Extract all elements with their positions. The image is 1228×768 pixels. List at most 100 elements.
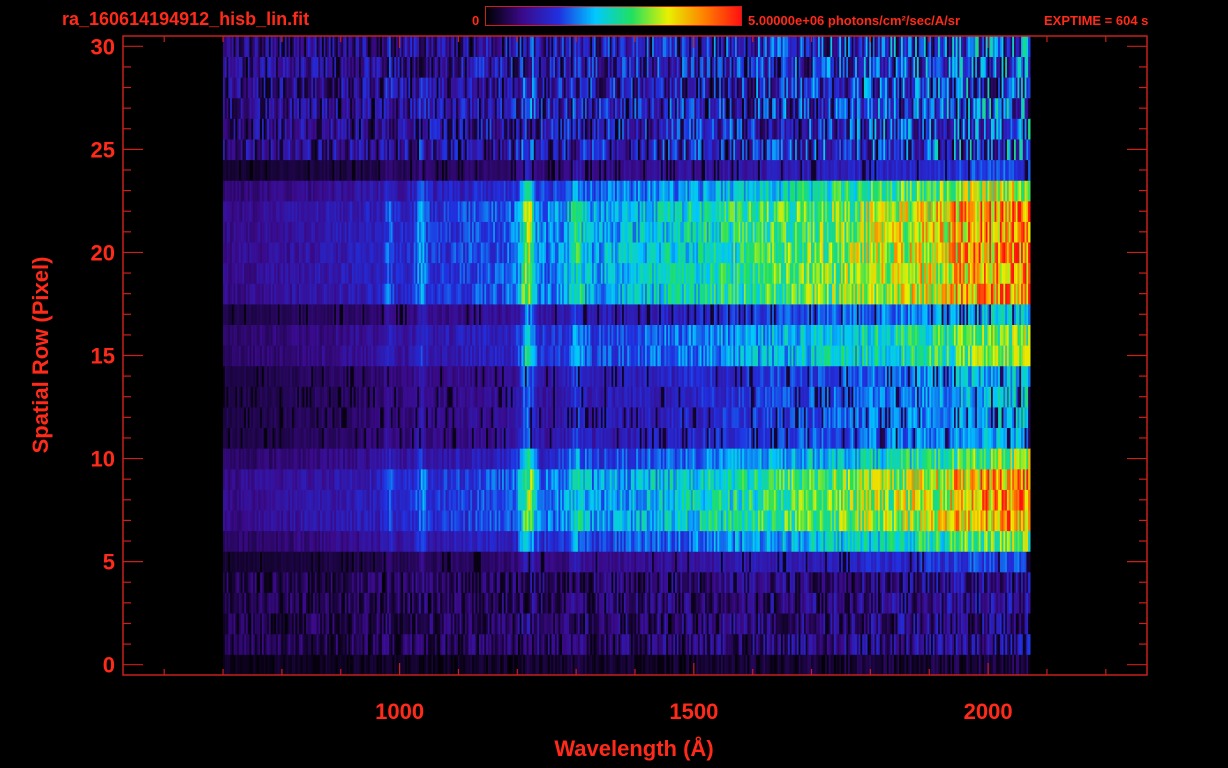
heatmap-cell [927, 633, 930, 655]
heatmap-cell [353, 654, 357, 676]
heatmap-cell [750, 654, 754, 676]
heatmap-cell [544, 571, 547, 593]
heatmap-cell [653, 592, 657, 614]
heatmap-cell [486, 633, 489, 655]
heatmap-cell [276, 571, 279, 593]
heatmap-cell [334, 571, 337, 593]
heatmap-cell [846, 633, 849, 655]
heatmap-cell [913, 613, 916, 635]
heatmap-cell [950, 654, 953, 676]
heatmap-cell [807, 613, 810, 635]
heatmap-cell [258, 654, 261, 676]
heatmap-cell [669, 592, 673, 614]
heatmap-cell [521, 633, 524, 655]
heatmap-cell [758, 654, 761, 676]
heatmap-cell [353, 592, 357, 614]
heatmap-cell [703, 592, 706, 614]
heatmap-cell [855, 613, 858, 635]
heatmap-cell [973, 613, 976, 635]
heatmap-cell [881, 654, 884, 676]
heatmap-cell [470, 654, 473, 676]
heatmap-cell [687, 633, 690, 655]
heatmap-cell [952, 654, 955, 676]
heatmap-cell [768, 654, 771, 676]
heatmap-cell [438, 654, 441, 676]
heatmap-cell [893, 633, 897, 655]
heatmap-cell [929, 633, 932, 655]
heatmap-cell [500, 613, 503, 635]
heatmap-cell [475, 571, 478, 593]
heatmap-cell [856, 633, 860, 655]
heatmap-cell [533, 613, 537, 635]
heatmap-cell [498, 613, 501, 635]
heatmap-cell [346, 654, 349, 676]
heatmap-cell [793, 654, 796, 676]
heatmap-cell [616, 571, 620, 593]
heatmap-cell [359, 654, 362, 676]
heatmap-cell [904, 654, 907, 676]
heatmap-cell [546, 592, 549, 614]
heatmap-cell [888, 654, 891, 676]
heatmap-cell [565, 571, 568, 593]
heatmap-cell [489, 633, 492, 655]
heatmap-cell [908, 633, 911, 655]
heatmap-cell [576, 592, 579, 614]
heatmap-cell [662, 571, 666, 593]
heatmap-cell [664, 613, 667, 635]
heatmap-cell [267, 613, 270, 635]
heatmap-cell [389, 613, 392, 635]
heatmap-cell [509, 613, 512, 635]
heatmap-cell [459, 571, 462, 593]
heatmap-cell [297, 613, 300, 635]
heatmap-cell [609, 613, 613, 635]
heatmap-cell [812, 613, 816, 635]
heatmap-cell [244, 571, 247, 593]
heatmap-cell [412, 592, 415, 614]
heatmap-cell [1028, 613, 1031, 635]
heatmap-cell [798, 613, 801, 635]
heatmap-cell [747, 633, 750, 655]
heatmap-cell [705, 592, 708, 614]
heatmap-cell [419, 571, 422, 593]
heatmap-cell [367, 633, 371, 655]
heatmap-cell [909, 613, 913, 635]
heatmap-cell [413, 592, 417, 614]
heatmap-cell [464, 633, 468, 655]
heatmap-cell [390, 592, 394, 614]
heatmap-cell [459, 633, 462, 655]
heatmap-cell [309, 654, 312, 676]
heatmap-cell [805, 654, 809, 676]
heatmap-cell [890, 613, 893, 635]
heatmap-cell [743, 592, 747, 614]
heatmap-cell [563, 592, 567, 614]
heatmap-cell [865, 654, 869, 676]
heatmap-cell [498, 633, 501, 655]
heatmap-cell [761, 613, 764, 635]
heatmap-cell [966, 613, 969, 635]
heatmap-cell [819, 654, 823, 676]
heatmap-cell [452, 633, 455, 655]
heatmap-cell [309, 571, 312, 593]
heatmap-cell [888, 633, 891, 655]
heatmap-cell [586, 654, 590, 676]
heatmap-cell [498, 592, 501, 614]
heatmap-cell [321, 592, 325, 614]
heatmap-cell [502, 592, 505, 614]
heatmap-cell [332, 592, 335, 614]
heatmap-cell [348, 613, 351, 635]
heatmap-cell [562, 654, 565, 676]
heatmap-cell [908, 654, 911, 676]
heatmap-cell [632, 613, 635, 635]
heatmap-cell [528, 613, 531, 635]
heatmap-cell [604, 592, 607, 614]
heatmap-cell [1006, 592, 1010, 614]
heatmap-cell [994, 592, 997, 614]
heatmap-cell [539, 654, 542, 676]
heatmap-cell [500, 592, 503, 614]
heatmap-cell [646, 613, 650, 635]
heatmap-cell [344, 654, 348, 676]
heatmap-cell [1003, 613, 1006, 635]
heatmap-cell [547, 571, 551, 593]
heatmap-cell [1021, 592, 1024, 614]
heatmap-cell [876, 613, 879, 635]
